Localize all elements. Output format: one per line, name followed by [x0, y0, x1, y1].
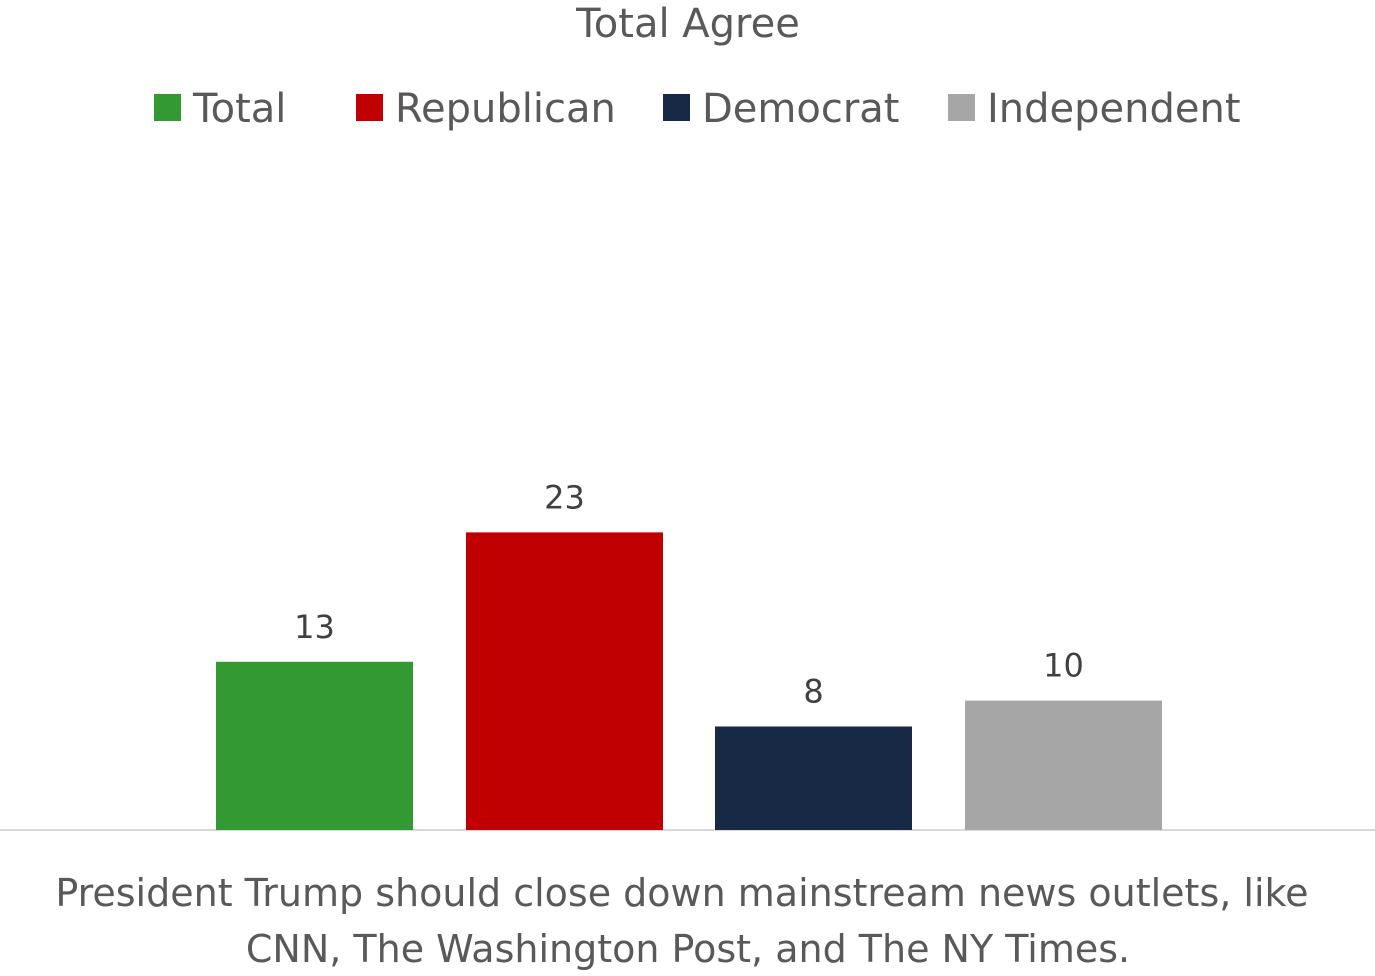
legend-swatch-independent	[948, 94, 975, 121]
data-label-democrat: 8	[803, 672, 823, 710]
legend-swatch-total	[154, 94, 181, 121]
bar-independent	[965, 700, 1162, 830]
legend-label-total: Total	[192, 86, 286, 132]
data-label-republican: 23	[544, 478, 585, 516]
data-label-total: 13	[294, 608, 335, 646]
category-label: President Trump should close down mainst…	[55, 871, 1320, 971]
legend-swatch-republican	[356, 94, 383, 121]
legend-swatch-democrat	[663, 94, 690, 121]
category-label-line-1: President Trump should close down mainst…	[55, 871, 1308, 915]
category-label-line-2: CNN, The Washington Post, and The NY Tim…	[246, 927, 1130, 971]
legend: Total Republican Democrat Independent	[154, 86, 1241, 132]
bar-total	[216, 661, 413, 830]
legend-label-republican: Republican	[395, 86, 616, 132]
legend-label-independent: Independent	[987, 86, 1241, 132]
legend-label-democrat: Democrat	[702, 86, 899, 132]
bars-group	[216, 532, 1162, 830]
data-label-independent: 10	[1043, 647, 1084, 685]
bar-democrat	[715, 726, 912, 830]
chart-title: Total Agree	[575, 1, 800, 47]
data-labels-group: 13 23 8 10	[294, 478, 1084, 710]
bar-republican	[466, 532, 663, 830]
